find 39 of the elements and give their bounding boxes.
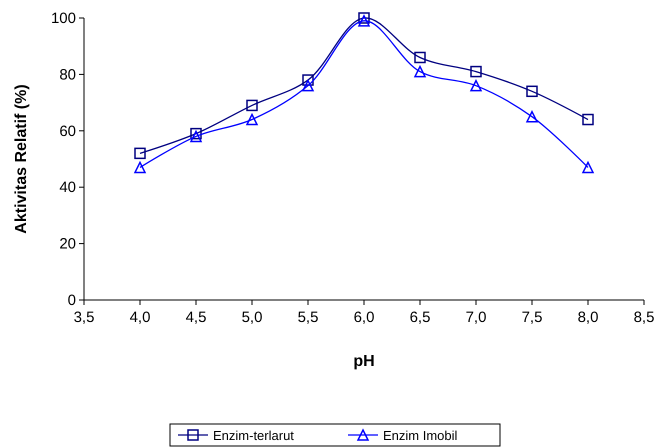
point bbox=[246, 100, 258, 112]
point bbox=[582, 162, 594, 174]
x-tick-label: 6,0 bbox=[354, 309, 374, 326]
y-tick-label: 80 bbox=[59, 66, 76, 84]
x-tick-label: 8,5 bbox=[634, 309, 654, 326]
point bbox=[302, 80, 314, 92]
x-tick-label: 5,5 bbox=[298, 309, 318, 326]
legend-label: Enzim Imobil bbox=[383, 428, 458, 443]
y-axis-title: Aktivitas Relatif (%) bbox=[13, 84, 30, 234]
y-tick-label: 0 bbox=[68, 292, 76, 309]
x-axis-title: pH bbox=[353, 353, 375, 370]
x-tick-label: 7,0 bbox=[466, 309, 486, 326]
point bbox=[358, 12, 370, 24]
point bbox=[470, 66, 482, 78]
legend-label: Enzim-terlarut bbox=[213, 428, 294, 443]
y-tick-label: 40 bbox=[59, 179, 76, 196]
point bbox=[470, 80, 482, 92]
x-tick-label: 8,0 bbox=[578, 309, 598, 326]
point bbox=[134, 162, 146, 174]
x-tick-label: 3,5 bbox=[74, 309, 94, 326]
point bbox=[134, 148, 146, 160]
point bbox=[190, 128, 202, 140]
x-tick-label: 4,0 bbox=[130, 309, 150, 326]
point bbox=[414, 66, 426, 78]
point bbox=[190, 130, 202, 142]
point bbox=[414, 52, 426, 64]
y-tick-label: 20 bbox=[59, 236, 76, 253]
y-tick-label: 100 bbox=[50, 10, 76, 27]
point bbox=[358, 15, 370, 27]
x-tick-label: 7,5 bbox=[522, 309, 542, 326]
point bbox=[302, 74, 314, 86]
y-tick-label: 60 bbox=[59, 122, 76, 140]
point bbox=[582, 114, 594, 126]
point bbox=[526, 86, 538, 98]
x-tick-label: 6,5 bbox=[410, 309, 430, 326]
point bbox=[526, 110, 538, 122]
x-tick-label: 4,5 bbox=[186, 309, 206, 326]
x-tick-label: 5,0 bbox=[242, 309, 262, 326]
point bbox=[246, 114, 258, 126]
